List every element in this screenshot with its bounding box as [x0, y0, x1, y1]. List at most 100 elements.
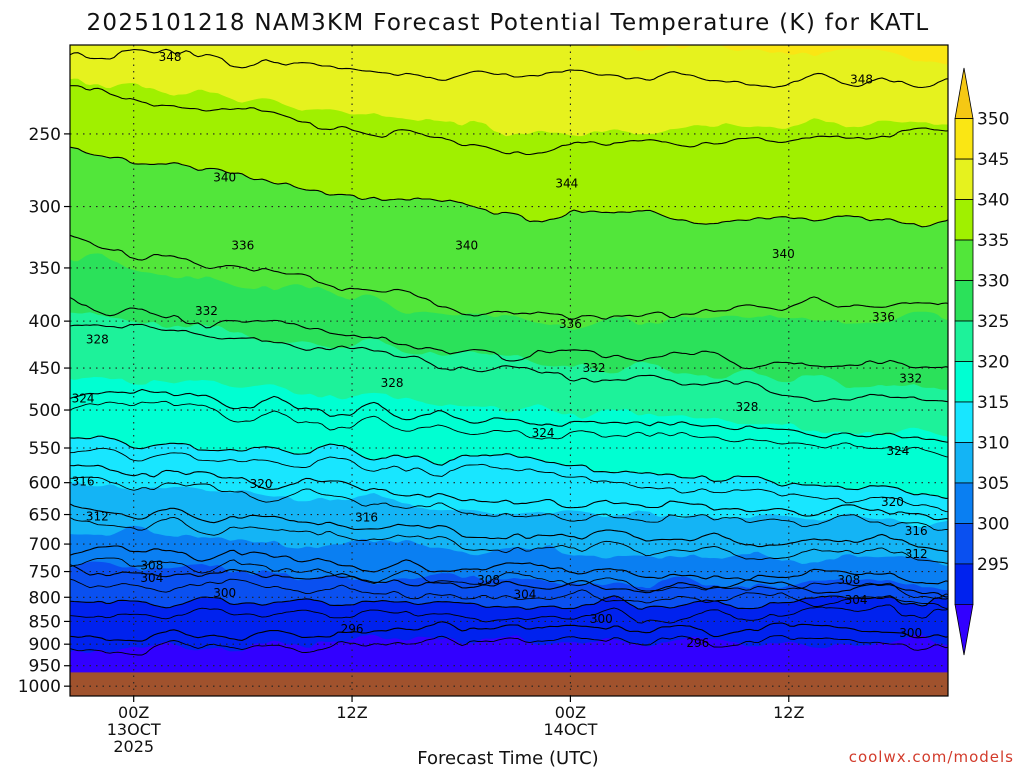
colorbar-tick-label: 300: [977, 514, 1009, 534]
colorbar-box: [954, 563, 974, 605]
contour-label-9: 336: [559, 317, 582, 331]
contour-308-sub: [70, 557, 948, 599]
y-tick-label: 600: [29, 474, 61, 494]
colorbar-tick-label: 315: [977, 393, 1009, 413]
colorbar-box: [954, 199, 974, 241]
colorbar-tick-label: 335: [977, 231, 1009, 251]
contour-label-text: 300: [899, 626, 922, 640]
colorbar-box: [954, 320, 974, 362]
ground-fill: [70, 672, 948, 696]
contour-label-text: 348: [159, 50, 182, 64]
band-350: [425, 45, 948, 65]
contour-label-text: 324: [887, 444, 910, 458]
contour-label-14: 324: [72, 392, 95, 406]
contour-312: [70, 503, 948, 552]
credit-text: coolwx.com/models: [849, 748, 1014, 766]
contour-label-8: 336: [872, 310, 895, 324]
contour-328: [70, 323, 948, 403]
contour-label-28: 308: [837, 573, 860, 587]
contour-label-text: 316: [72, 474, 95, 488]
contour-296: [70, 621, 948, 642]
colorbar-tick-label: 340: [977, 191, 1009, 211]
contour-label-text: 304: [513, 587, 536, 601]
colorbar-top-triangle: [954, 67, 974, 120]
y-tick-label: 350: [29, 259, 61, 279]
contour-label-text: 308: [837, 573, 860, 587]
contour-304-sub: [70, 578, 948, 609]
band-345: [70, 45, 948, 137]
colorbar-tick-label: 305: [977, 474, 1009, 494]
y-tick-label: 850: [29, 612, 61, 632]
temperature-bands: [70, 45, 948, 696]
contour-label-text: 336: [231, 239, 254, 253]
y-tick-label: 700: [29, 535, 61, 555]
contour-332: [70, 296, 948, 370]
y-tick-label: 550: [29, 439, 61, 459]
contour-324: [70, 388, 948, 443]
contour-label-21: 312: [86, 509, 109, 523]
contour-label-20: 320: [881, 495, 904, 509]
contour-label-16: 324: [532, 426, 555, 440]
contour-308: [70, 545, 948, 585]
contour-label-13: 328: [381, 376, 404, 390]
contour-label-22: 316: [355, 511, 378, 525]
contour-label-text: 340: [455, 239, 478, 253]
contour-label-text: 312: [905, 547, 928, 561]
contour-label-text: 332: [899, 372, 922, 386]
contour-label-29: 300: [213, 586, 236, 600]
contour-300-sub: [70, 604, 948, 624]
contour-label-text: 332: [195, 304, 218, 318]
contour-320: [70, 435, 948, 499]
x-tick-label: 2025: [113, 737, 154, 756]
y-tick-label: 800: [29, 588, 61, 608]
contour-label-26: 304: [140, 571, 163, 585]
contour-label-19: 320: [250, 477, 273, 491]
colorbar-tick-label: 345: [977, 150, 1009, 170]
contour-label-10: 328: [86, 333, 109, 347]
plot-frame: [69, 44, 949, 697]
contour-label-text: 320: [881, 495, 904, 509]
colorbar-tick-label: 295: [977, 555, 1009, 575]
contour-label-18: 316: [72, 474, 95, 488]
contour-label-text: 316: [905, 524, 928, 538]
contour-label-7: 332: [195, 304, 218, 318]
contour-labels: 348 348 340 344 336 340 340 332 336 336 328 332 332 3…: [72, 50, 928, 650]
contour-label-text: 300: [213, 586, 236, 600]
contour-label-0: 348: [159, 50, 182, 64]
contour-label-text: 336: [872, 310, 895, 324]
contour-label-text: 316: [355, 511, 378, 525]
x-tick-label: 00Z: [118, 703, 149, 722]
contour-label-27: 308: [477, 573, 500, 587]
contour-320-sub: [70, 447, 948, 513]
contour-label-33: 300: [899, 626, 922, 640]
contour-label-text: 340: [772, 247, 795, 261]
contour-label-text: 300: [590, 612, 613, 626]
colorbar-tick-label: 325: [977, 312, 1009, 332]
contour-label-text: 304: [845, 593, 868, 607]
contour-label-text: 328: [735, 400, 758, 414]
y-tick-label: 400: [29, 312, 61, 332]
contour-label-text: 308: [140, 559, 163, 573]
colorbar-bottom-triangle: [954, 603, 974, 656]
pressure-axis: 250 300 350 400 450 500 550 600 650 700 750 800 850 9…: [18, 125, 70, 697]
contour-316-sub: [70, 476, 948, 531]
contour-312-sub: [70, 516, 948, 564]
contour-label-1: 348: [850, 72, 873, 86]
contour-label-text: 312: [86, 509, 109, 523]
contour-324-sub: [70, 400, 948, 458]
x-tick-label: 12Z: [336, 703, 367, 722]
y-tick-label: 250: [29, 125, 61, 145]
contour-label-text: 296: [686, 636, 709, 650]
contour-label-34: 296: [341, 622, 364, 636]
contour-316: [70, 464, 948, 521]
colorbar-tick-label: 350: [977, 110, 1009, 130]
contour-label-text: 304: [140, 571, 163, 585]
y-tick-label: 900: [29, 635, 61, 655]
colorbar-box: [954, 523, 974, 565]
contour-label-4: 336: [231, 239, 254, 253]
contour-340: [70, 146, 948, 228]
colorbar-tick-label: 310: [977, 433, 1009, 453]
colorbar-tick-label: 320: [977, 353, 1009, 373]
